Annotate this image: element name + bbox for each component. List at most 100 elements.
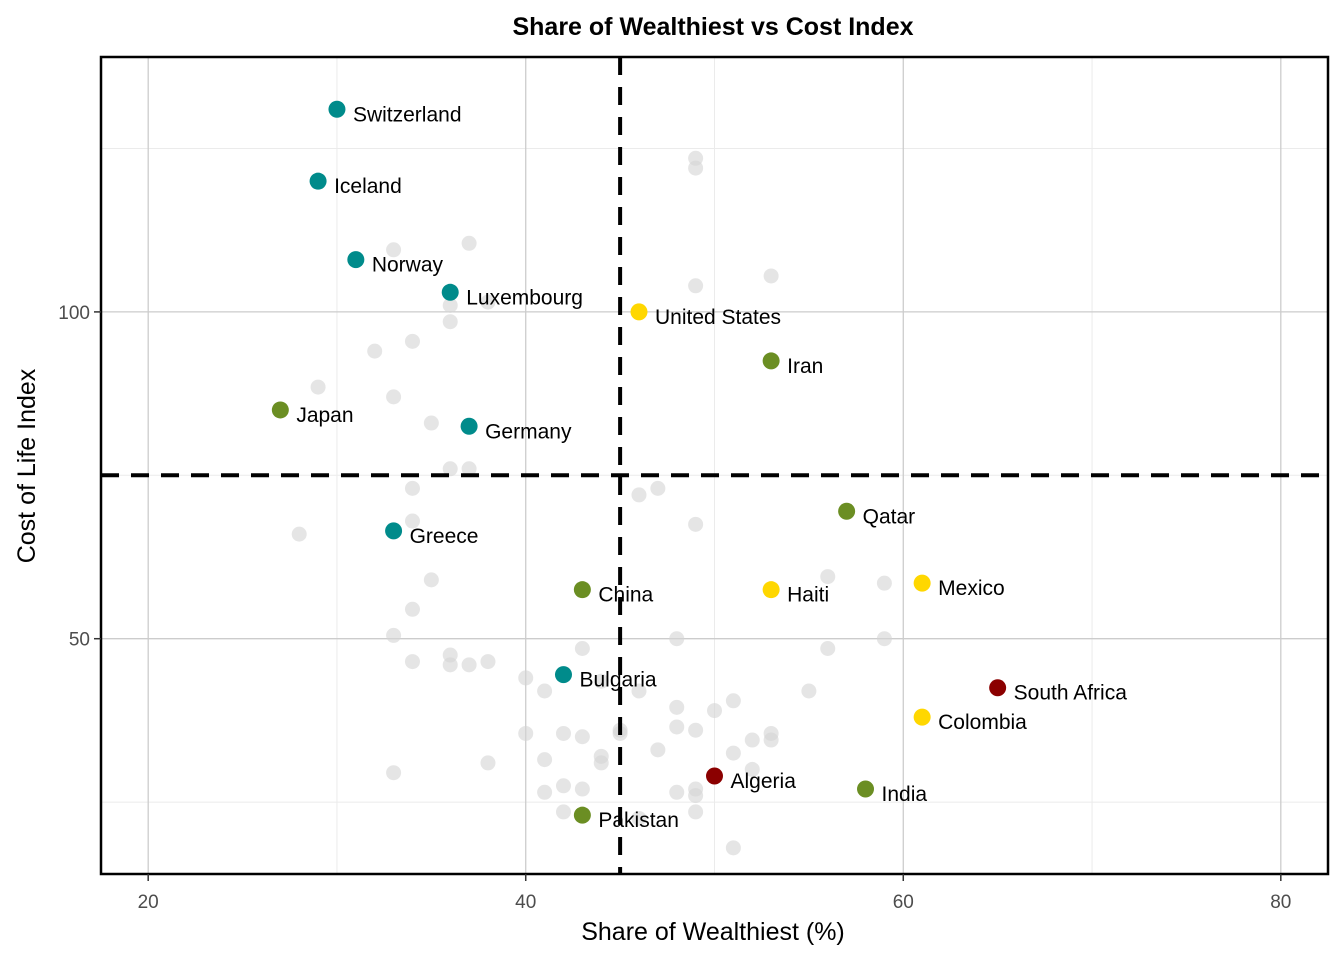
background-point <box>404 333 420 349</box>
background-point <box>461 461 477 477</box>
point-label: Greece <box>410 525 479 548</box>
point-label: Algeria <box>731 770 797 793</box>
background-point <box>688 804 704 820</box>
highlighted-point <box>328 100 346 118</box>
point-label: India <box>882 783 928 806</box>
highlighted-point <box>857 780 875 798</box>
point-label: Qatar <box>863 505 916 528</box>
background-point <box>744 732 760 748</box>
background-point <box>763 732 779 748</box>
point-label: Luxembourg <box>466 286 583 309</box>
background-point <box>574 781 590 797</box>
background-point <box>555 804 571 820</box>
point-label: Iceland <box>334 175 402 198</box>
point-label: South Africa <box>1014 682 1128 705</box>
background-point <box>480 654 496 670</box>
background-point <box>688 788 704 804</box>
background-point <box>386 627 402 643</box>
highlighted-point <box>441 283 459 301</box>
highlighted-point <box>460 417 478 435</box>
background-point <box>423 572 439 588</box>
grid <box>101 57 1328 874</box>
background-point <box>820 641 836 657</box>
highlighted-point <box>347 251 365 269</box>
background-point <box>574 641 590 657</box>
highlighted-point <box>838 502 856 520</box>
point-label: Switzerland <box>353 103 462 126</box>
background-point <box>631 683 647 699</box>
reference-lines <box>101 57 1328 874</box>
background-point <box>650 742 666 758</box>
background-point <box>669 719 685 735</box>
background-point <box>404 513 420 529</box>
point-label: Norway <box>372 254 444 277</box>
highlighted-point <box>762 352 780 370</box>
highlighted-point <box>309 172 327 190</box>
point-label: Haiti <box>787 584 829 607</box>
background-point <box>404 480 420 496</box>
highlighted-point <box>385 522 403 540</box>
background-point <box>442 314 458 330</box>
background-point <box>593 673 609 689</box>
axis-ticks: 20 40 60 80 50 100 <box>58 303 1291 913</box>
background-point <box>518 725 534 741</box>
background-point <box>574 729 590 745</box>
background-point <box>820 569 836 585</box>
background-point <box>386 765 402 781</box>
background-point <box>555 725 571 741</box>
background-point <box>725 745 741 761</box>
point-label: Iran <box>787 355 823 378</box>
background-point <box>461 235 477 251</box>
background-point <box>631 487 647 503</box>
highlighted-point <box>913 708 931 726</box>
background-point <box>801 683 817 699</box>
highlighted-point <box>706 767 723 785</box>
y-tick-label: 100 <box>58 303 90 324</box>
background-point <box>537 752 553 768</box>
point-label: Mexico <box>938 577 1005 600</box>
chart-title: Share of Wealthiest vs Cost Index <box>512 13 913 41</box>
highlighted-points <box>271 100 1007 824</box>
background-point <box>480 294 496 310</box>
point-label: United States <box>655 306 781 329</box>
background-point <box>310 379 326 395</box>
background-point <box>876 575 892 591</box>
background-point <box>291 526 307 542</box>
x-tick-label: 40 <box>515 892 536 913</box>
background-point <box>461 657 477 673</box>
background-point <box>669 699 685 715</box>
background-point <box>442 461 458 477</box>
background-point <box>386 242 402 258</box>
background-point <box>442 297 458 313</box>
x-tick-label: 80 <box>1270 892 1291 913</box>
highlighted-point <box>271 401 289 419</box>
background-point <box>386 389 402 405</box>
x-tick-label: 20 <box>138 892 159 913</box>
background-point <box>404 654 420 670</box>
point-labels: Switzerland Iceland Norway Luxembourg United… <box>296 103 1127 832</box>
background-point <box>442 657 458 673</box>
point-label: Germany <box>485 420 572 443</box>
highlighted-point <box>573 806 591 824</box>
background-point <box>669 784 685 800</box>
x-axis-title: Share of Wealthiest (%) <box>581 918 845 946</box>
background-point <box>725 840 741 856</box>
background-points <box>291 150 892 856</box>
point-label: Colombia <box>938 711 1027 734</box>
point-label: Japan <box>296 404 353 427</box>
highlighted-point <box>630 303 648 321</box>
plot-border <box>99 55 1330 876</box>
background-point <box>537 784 553 800</box>
background-point <box>423 415 439 431</box>
point-label: Pakistan <box>598 809 679 832</box>
background-point <box>707 703 722 719</box>
point-label: China <box>598 584 653 607</box>
background-point <box>688 278 704 294</box>
background-point <box>367 343 383 359</box>
background-point <box>518 670 534 686</box>
highlighted-point <box>554 666 572 684</box>
background-point <box>763 268 779 284</box>
background-point <box>688 160 704 176</box>
background-point <box>725 693 741 709</box>
